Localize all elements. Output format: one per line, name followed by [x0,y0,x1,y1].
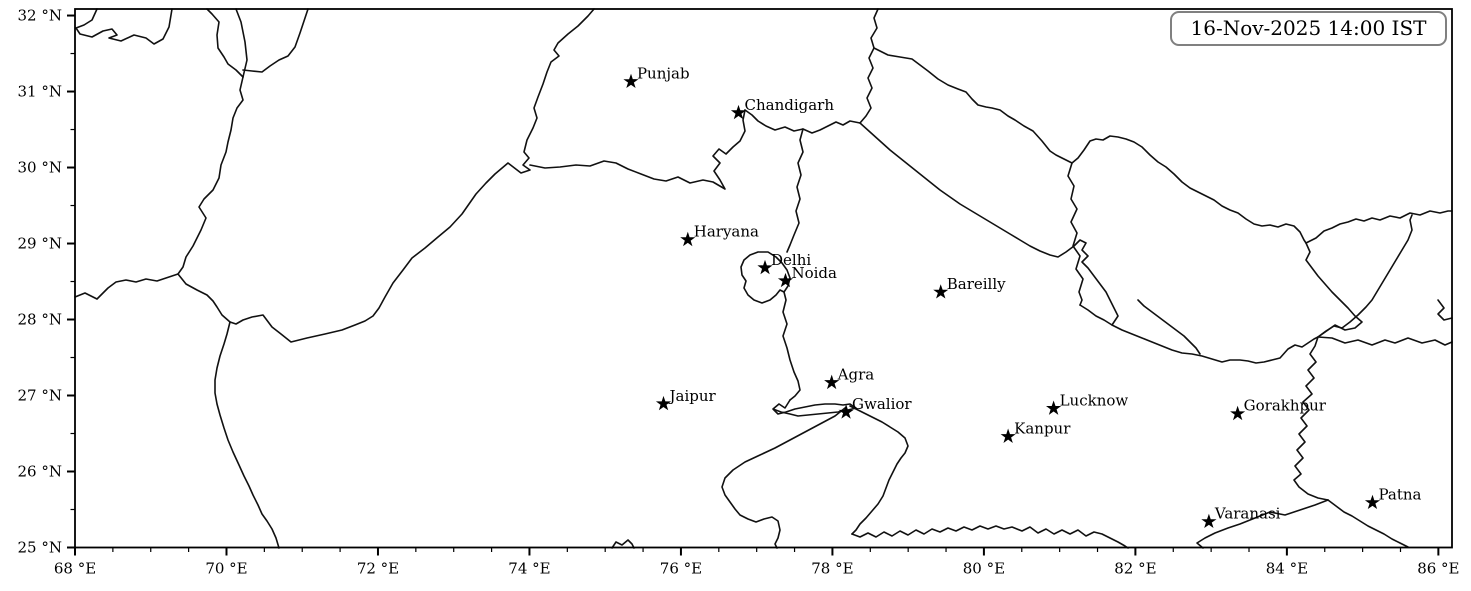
city-label: Delhi [771,251,811,269]
city-marker-star [1000,428,1016,444]
city-label: Gwalior [852,395,912,413]
x-tick-label: 80 °E [963,560,1005,578]
boundary-line-ne_diag [873,47,1073,164]
x-tick-label: 70 °E [205,560,247,578]
boundary-line-pak_border [229,8,595,343]
plot-frame [74,8,1453,549]
city-label: Noida [791,264,837,282]
boundary-line-punjab_south [529,109,746,190]
y-tick-label: 30 °N [18,159,62,177]
boundary-line-ene_branch [242,8,309,73]
city-label: Kanpur [1014,420,1071,438]
city-label: Bareilly [947,275,1006,293]
boundary-line-west_to_spine [74,273,179,300]
boundary-line-corner_tr [1437,299,1453,321]
y-tick-label: 29 °N [18,235,62,253]
boundary-line-nepal_zone [1137,299,1201,355]
city-marker-star [1230,405,1246,421]
city-marker-star [680,231,696,247]
boundary-line-yamuna_south [782,291,801,401]
boundary-line-uk_up_diag [859,122,1119,326]
boundary-line-chambal_beak [772,399,857,417]
city-label: Chandigarh [745,96,835,114]
city-label: Patna [1378,486,1421,504]
city-label: Haryana [694,223,759,241]
city-label: Varanasi [1214,505,1281,523]
x-tick-label: 78 °E [811,560,853,578]
boundary-line-north_branch [235,8,248,78]
city-label: Gorakhpur [1244,397,1327,415]
city-marker-star [777,272,794,288]
boundary-line-top_vertical [859,8,879,124]
city-marker-star [824,374,840,390]
boundary-line-afghan_wavy [75,8,173,45]
boundary-line-nepal_south [1079,304,1319,364]
x-tick-label: 84 °E [1266,560,1308,578]
boundary-line-china_east [1305,210,1453,244]
x-tick-label: 68 °E [54,560,96,578]
city-marker-star [1364,494,1381,510]
city-label: Lucknow [1060,391,1129,409]
x-tick-label: 82 °E [1114,560,1156,578]
boundary-line-indus_south [177,76,244,275]
city-marker-star [1046,400,1062,415]
boundary-line-nepal_mid [1305,242,1363,338]
boundary-line-nepal_china [1071,135,1307,244]
city-marker-star [933,284,949,299]
boundary-line-south_wavy [851,525,1129,549]
city-marker-star [757,259,773,275]
x-tick-label: 72 °E [357,560,399,578]
boundary-line-ganga_se [1327,499,1409,548]
boundary-line-yamuna_north [786,128,804,253]
boundary-line-gwalior_se [849,405,909,535]
timestamp-badge: 16-Nov-2025 14:00 IST [1170,11,1447,46]
boundary-line-nw_vertical [206,8,244,78]
city-label: Punjab [637,65,690,83]
x-tick-label: 76 °E [660,560,702,578]
boundary-line-pak_south [214,321,280,549]
city-marker-star [655,395,672,411]
x-tick-label: 86 °E [1417,560,1459,578]
city-marker-star [623,73,639,89]
x-tick-label: 74 °E [508,560,550,578]
y-tick-label: 25 °N [18,539,62,557]
boundary-line-bottom_squiggle [611,539,635,549]
y-tick-label: 26 °N [18,463,62,481]
boundary-line-mid_join [177,273,231,323]
city-marker-star [730,104,747,120]
city-label: Jaipur [668,387,717,405]
city-marker-star [838,404,854,419]
boundary-line-nepal_east [1317,214,1413,338]
boundary-line-up_bihar [1293,336,1329,501]
boundary-line-bihar_east [1317,336,1453,346]
boundary-line-nepal_west [1067,162,1084,306]
y-tick-label: 28 °N [18,311,62,329]
city-marker-star [1201,513,1217,529]
city-label: Agra [837,366,875,384]
boundary-line-chambal_diag [721,407,846,549]
y-tick-label: 27 °N [18,387,62,405]
boundary-line-ganga_sw [1196,499,1329,549]
y-tick-label: 32 °N [18,7,62,25]
boundary-line-delhi_poly [740,251,791,304]
y-tick-label: 31 °N [18,83,62,101]
